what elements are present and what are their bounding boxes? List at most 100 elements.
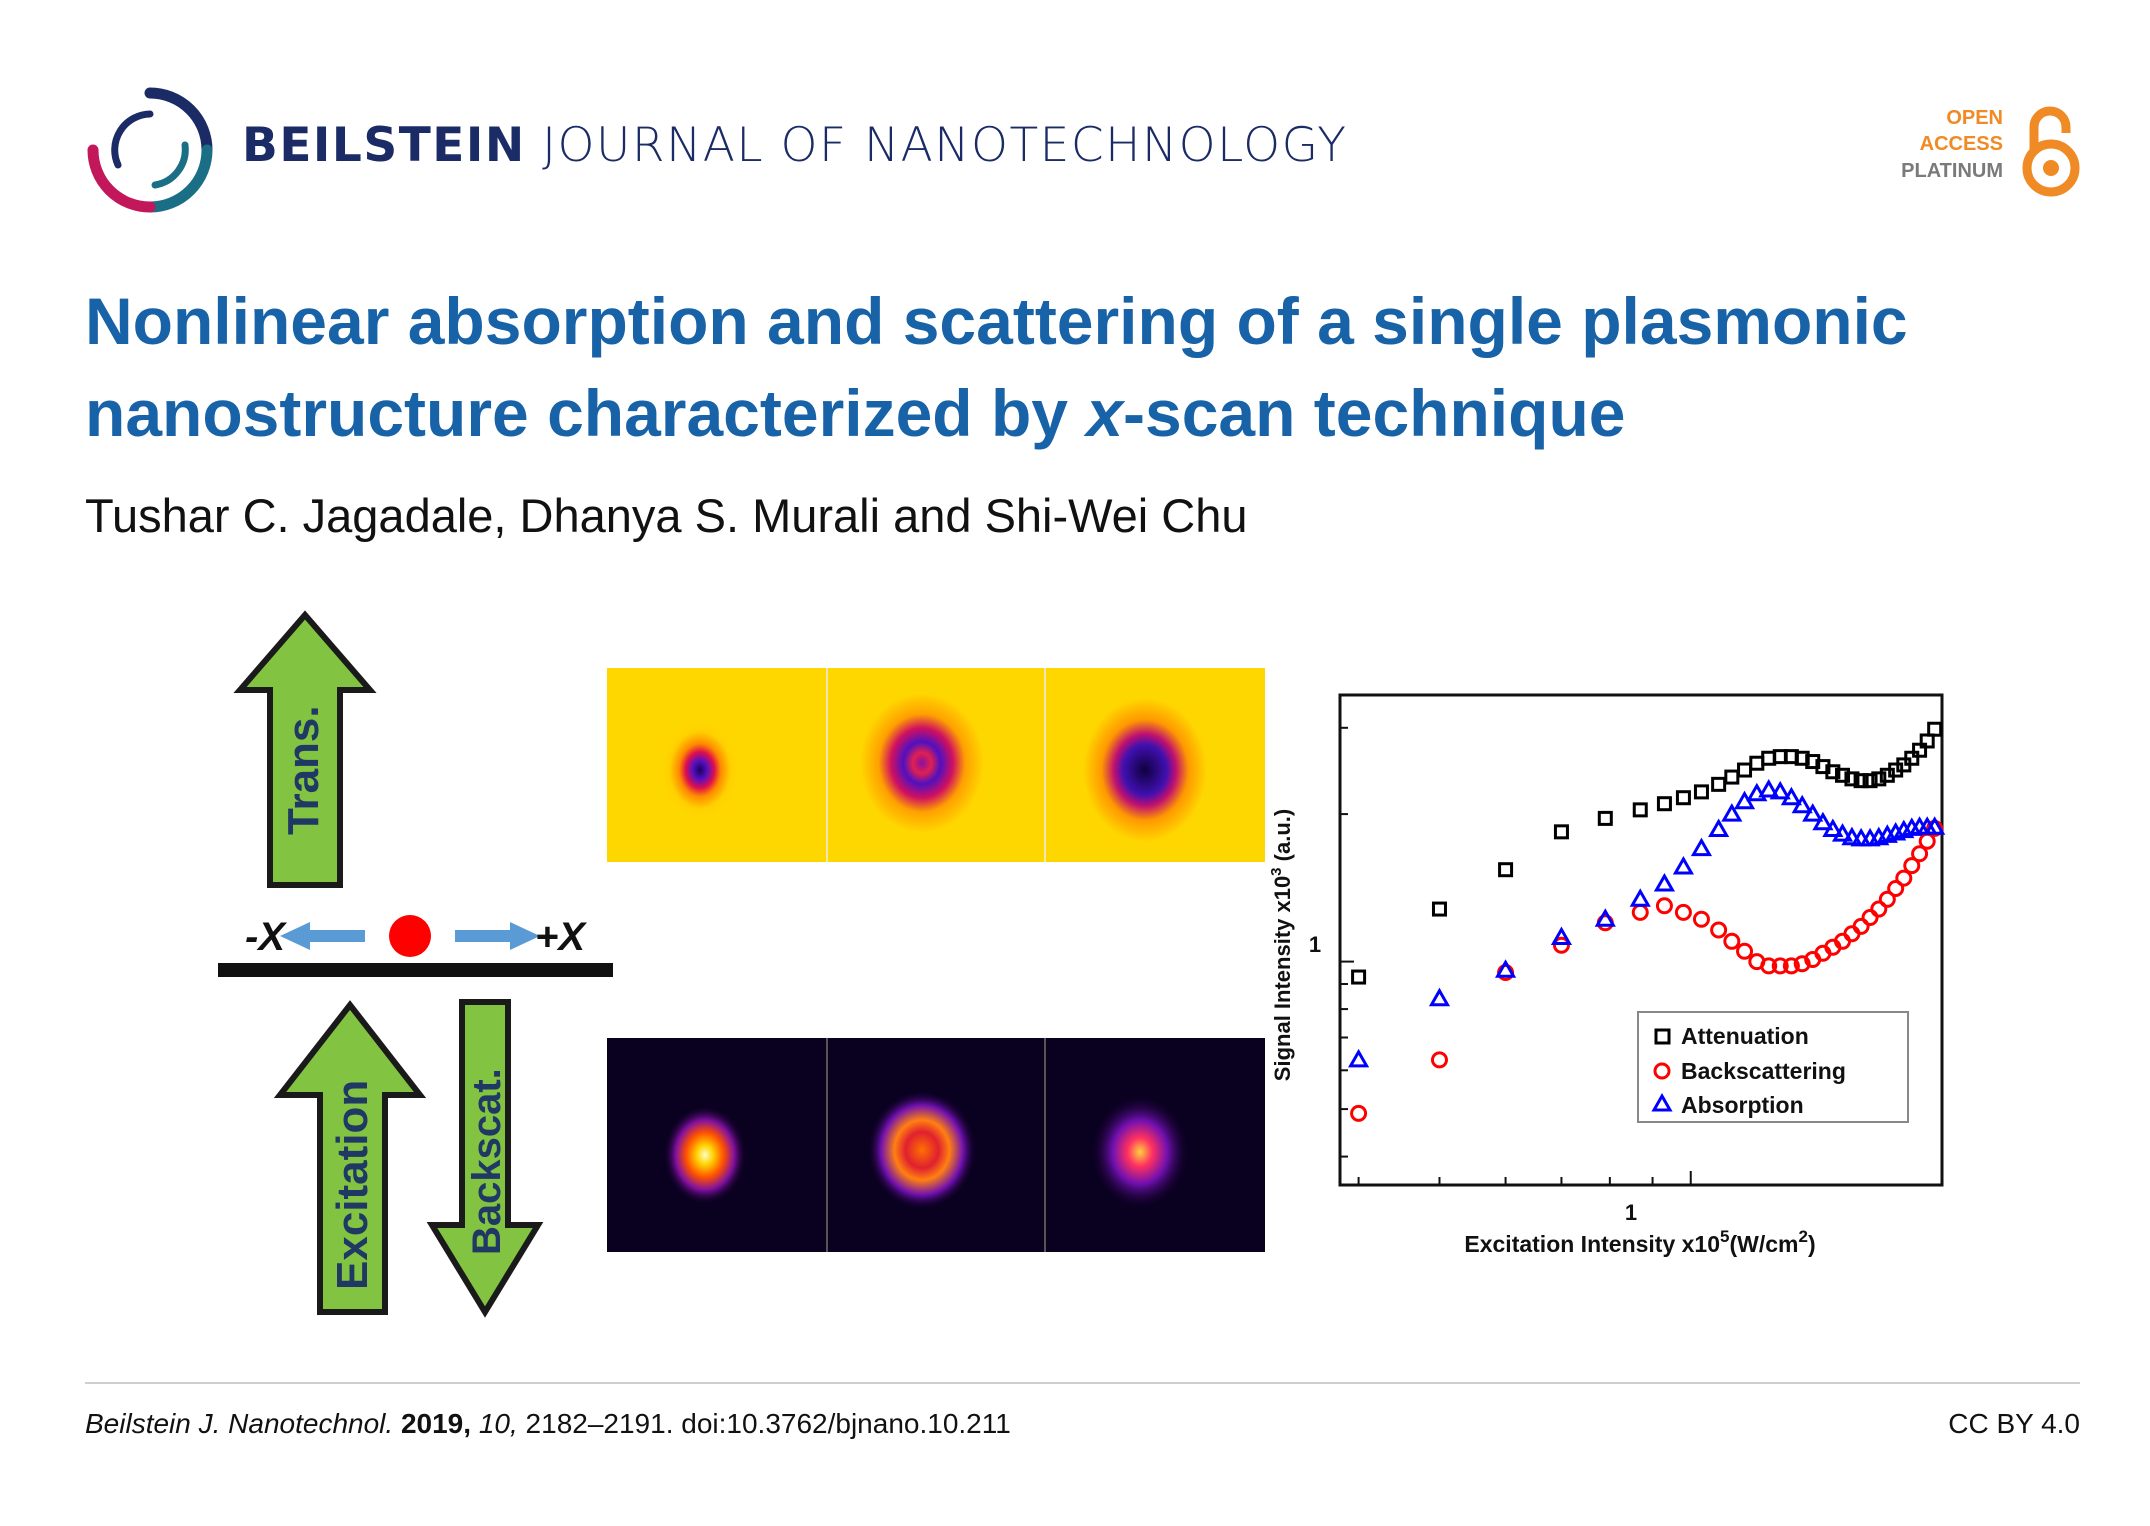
data-point-backscattering (1430, 1051, 1448, 1069)
signal-intensity-chart: 1 1 Excitation Intensity x105(W/cm2) Sig… (1268, 693, 1946, 1257)
y-axis-label: Signal Intensity x103 (a.u.) (1268, 809, 1295, 1081)
citation-volume: 10, (478, 1408, 518, 1439)
backscattering-images (607, 1038, 1265, 1252)
data-point-backscattering (1723, 932, 1741, 950)
data-point-absorption (1780, 786, 1802, 806)
data-point-backscattering (1782, 957, 1800, 975)
y-tick-label: 1 (1309, 932, 1321, 957)
data-point-absorption (1653, 872, 1676, 892)
data-point-backscattering (1887, 879, 1905, 897)
nanoparticle (389, 915, 431, 957)
data-point-attenuation (1351, 969, 1367, 985)
data-point-absorption (1672, 855, 1695, 875)
legend-label-backscattering: Backscattering (1681, 1058, 1846, 1084)
data-point-absorption (1708, 818, 1730, 838)
data-point-backscattering (1911, 845, 1929, 863)
x-tick-label: 1 (1625, 1200, 1637, 1225)
data-point-absorption (1802, 803, 1824, 822)
excitation-arrow (273, 1000, 427, 1315)
left-arrow (280, 922, 365, 950)
data-point-backscattering (1552, 936, 1570, 954)
open-access-line2: ACCESS (1919, 133, 2003, 155)
trans-arrow (233, 610, 377, 888)
citation-journal: Beilstein J. Nanotechnol. (85, 1408, 394, 1439)
data-point-backscattering (1350, 1104, 1368, 1122)
data-point-backscattering (1771, 957, 1789, 975)
data-point-attenuation (1835, 767, 1851, 783)
footer-divider (85, 1382, 2080, 1384)
minus-x-label: -X (245, 915, 287, 959)
data-point-attenuation (1862, 773, 1878, 789)
citation: Beilstein J. Nanotechnol. 2019, 10, 2182… (85, 1408, 1011, 1440)
legend-label-absorption: Absorption (1681, 1092, 1804, 1118)
data-point-absorption (1924, 816, 1946, 835)
chart-points (1348, 721, 1946, 1122)
data-point-absorption (1831, 823, 1854, 842)
citation-pages-doi: 2182–2191. doi:10.3762/bjnano.10.211 (517, 1408, 1011, 1439)
x-axis-label-units-sup: 2 (1798, 1227, 1807, 1246)
data-point-backscattering (1674, 903, 1692, 921)
backscat-arrow (426, 999, 544, 1318)
x-axis-label-sup: 5 (1720, 1227, 1729, 1246)
open-access-line1: OPEN (1946, 107, 2003, 129)
data-point-attenuation (1656, 796, 1672, 812)
article-title: Nonlinear absorption and scattering of a… (85, 275, 2085, 459)
backscat-label: Backscat. (465, 1068, 509, 1255)
beilstein-logo (87, 87, 213, 213)
data-point-absorption (1721, 803, 1743, 822)
data-point-attenuation (1711, 776, 1727, 792)
trans-label: Trans. (279, 705, 328, 835)
journal-name: BEILSTEIN JOURNAL OF NANOTECHNOLOGY (242, 118, 1347, 173)
plus-x-label: +X (535, 915, 587, 959)
data-point-absorption (1690, 837, 1713, 857)
journal-name-rest: JOURNAL OF NANOTECHNOLOGY (525, 118, 1348, 173)
data-point-absorption (1629, 888, 1651, 907)
data-point-absorption (1769, 780, 1791, 800)
data-point-attenuation (1553, 824, 1569, 840)
data-point-attenuation (1724, 769, 1740, 785)
citation-year: 2019, (400, 1408, 472, 1439)
open-access-line3: PLATINUM (1901, 160, 2003, 182)
data-point-backscattering (1861, 909, 1879, 927)
data-point-attenuation (1927, 721, 1943, 737)
legend-marker-attenuation (1654, 1028, 1671, 1045)
data-point-absorption (1348, 1048, 1370, 1068)
data-point-absorption (1791, 794, 1813, 814)
plot-frame (1338, 693, 1944, 1187)
data-point-attenuation (1597, 810, 1613, 826)
data-point-attenuation (1912, 742, 1928, 758)
transmission-images (607, 668, 1265, 862)
data-point-attenuation (1853, 773, 1869, 789)
data-point-backscattering (1631, 903, 1649, 921)
title-italic-x: x (1086, 376, 1124, 450)
data-point-attenuation (1749, 755, 1765, 771)
x-axis-label-main: Excitation Intensity x10 (1464, 1231, 1720, 1257)
legend-label-attenuation: Attenuation (1681, 1023, 1809, 1049)
data-point-attenuation (1632, 802, 1648, 818)
data-point-backscattering (1895, 869, 1913, 887)
open-lock-icon (2022, 106, 2080, 197)
title-part1: Nonlinear absorption and scattering of a… (85, 284, 1908, 450)
x-axis-label-units: (W/cm (1729, 1231, 1798, 1257)
data-point-attenuation (1693, 784, 1709, 800)
data-point-backscattering (1736, 942, 1754, 960)
excitation-label: Excitation (328, 1080, 377, 1290)
authors: Tushar C. Jagadale, Dhanya S. Murali and… (85, 489, 1248, 542)
data-point-absorption (1428, 987, 1451, 1007)
data-point-backscattering (1903, 857, 1921, 875)
data-point-absorption (1758, 778, 1780, 798)
chart-legend: Attenuation Backscattering Absorption (1637, 1011, 1909, 1123)
data-point-backscattering (1878, 890, 1896, 908)
data-point-backscattering (1710, 921, 1728, 939)
data-point-absorption (1812, 811, 1834, 831)
data-point-attenuation (1871, 771, 1887, 787)
substrate-bar (218, 963, 613, 977)
y-axis-label-sup: 3 (1268, 867, 1285, 875)
schematic: Trans. -X +X Excitation Backscat. (218, 610, 613, 1318)
data-point-backscattering (1870, 900, 1888, 918)
legend-marker-absorption (1651, 1092, 1673, 1112)
data-point-backscattering (1852, 917, 1870, 935)
data-point-absorption (1594, 908, 1616, 927)
title-part2: -scan technique (1123, 376, 1626, 450)
license: CC BY 4.0 (1948, 1408, 2080, 1439)
